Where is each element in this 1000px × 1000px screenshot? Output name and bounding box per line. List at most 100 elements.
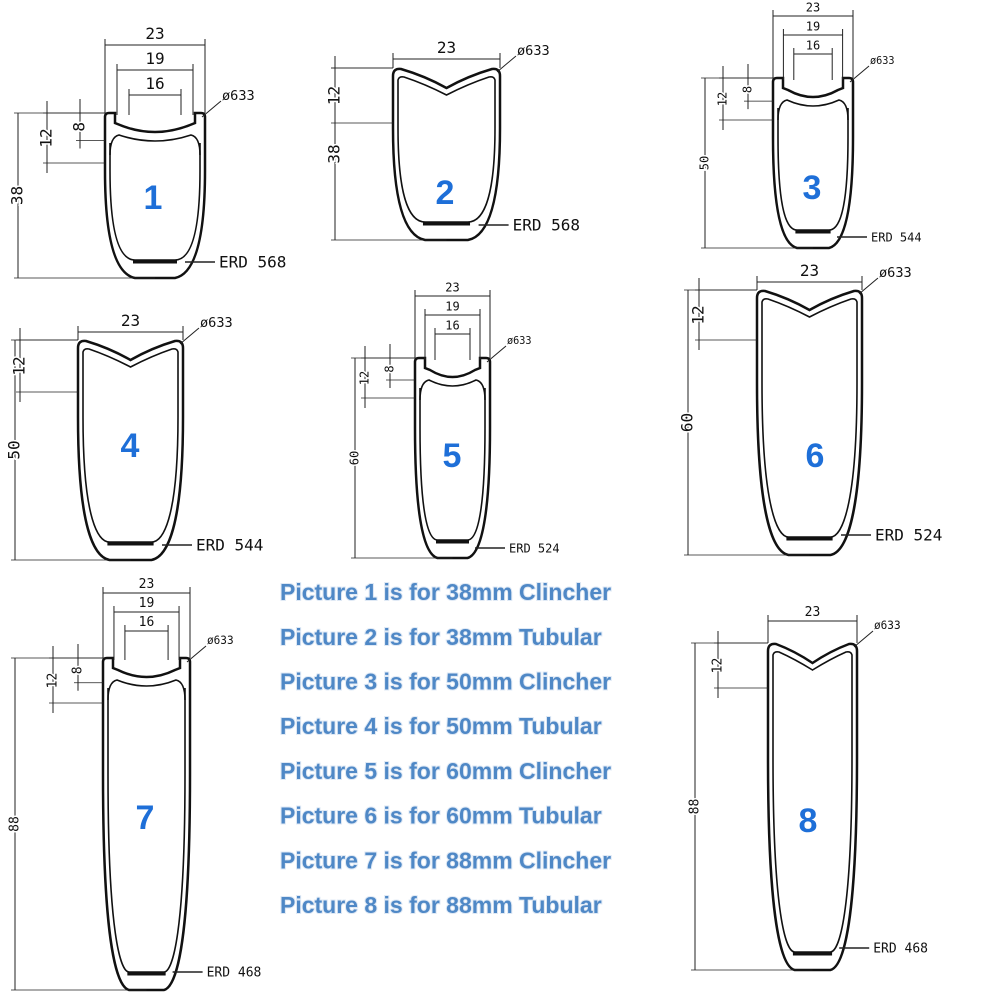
rim-profile: 23 19 16 50 12 8 ø633 ERD 544 3 xyxy=(696,0,923,250)
diameter-label: ø633 xyxy=(870,56,895,67)
width-label: 23 xyxy=(800,261,819,280)
picture-number: 5 xyxy=(443,437,462,475)
legend-line: Picture 8 is for 88mm Tubular xyxy=(280,892,602,918)
depth-label: 60 xyxy=(348,451,362,465)
depth-label: 38 xyxy=(8,186,27,205)
rim-profile: 23 88 12 ø633 ERD 468 8 xyxy=(686,604,929,972)
depth-label: 38 xyxy=(325,144,344,163)
hook-height-label: 12 xyxy=(358,371,372,385)
rim-inner-wall xyxy=(82,348,179,370)
rim-inner-wall xyxy=(761,320,858,538)
diameter-leader xyxy=(858,277,879,295)
width-label: 23 xyxy=(805,605,821,620)
width-label: 23 xyxy=(437,38,456,57)
depth-label: 50 xyxy=(5,440,24,459)
picture-number: 7 xyxy=(136,799,155,837)
rim-inner-wall xyxy=(419,388,486,541)
rim-inner-wall xyxy=(397,98,496,223)
width-label: 23 xyxy=(145,24,164,43)
erd-label: ERD 568 xyxy=(513,216,580,235)
hook-height-label: 12 xyxy=(325,86,344,105)
picture-number: 3 xyxy=(803,169,822,207)
depth-label: 88 xyxy=(8,816,23,832)
diameter-label: ø633 xyxy=(517,43,550,59)
hook-height-label: 12 xyxy=(37,128,56,147)
rim-outline xyxy=(766,642,859,972)
width-label: 23 xyxy=(445,281,459,295)
diameter-leader xyxy=(849,65,870,83)
rim-inner-wall xyxy=(107,679,186,701)
depth-label: 88 xyxy=(688,799,703,815)
bead-height-label: 8 xyxy=(383,365,397,372)
hook-height-label: 12 xyxy=(711,658,726,674)
erd-label: ERD 544 xyxy=(196,536,263,555)
rim-profile: 23 19 16 88 12 8 ø633 ERD 468 7 xyxy=(6,576,263,992)
rim-inner-wall xyxy=(109,134,201,156)
rim-outline xyxy=(101,656,192,992)
diameter-label: ø633 xyxy=(200,315,233,331)
rim-profile: 23 38 12 ø633 ERD 568 2 xyxy=(323,37,582,242)
legend-line: Picture 7 is for 88mm Clincher xyxy=(280,847,611,873)
width-label: 23 xyxy=(806,1,820,15)
diameter-leader xyxy=(201,100,222,118)
rim-outline xyxy=(391,67,502,242)
legend-line: Picture 2 is for 38mm Tubular xyxy=(280,624,602,650)
erd-label: ERD 544 xyxy=(871,231,922,245)
diameter-label: ø633 xyxy=(222,88,255,104)
hook-height-label: 12 xyxy=(689,305,708,324)
rim-profile: 23 19 16 60 12 8 ø633 ERD 524 5 xyxy=(346,279,561,560)
bead-height-label: 8 xyxy=(70,122,89,132)
picture-number: 2 xyxy=(436,174,455,212)
bead-height-label: 8 xyxy=(71,666,86,674)
rim-profile: 23 60 12 ø633 ERD 524 6 xyxy=(676,260,944,557)
hook-height-label: 12 xyxy=(46,673,61,689)
erd-label: ERD 524 xyxy=(875,526,942,545)
diameter-leader xyxy=(496,55,517,73)
rim-outline xyxy=(771,76,855,250)
width-label: 19 xyxy=(445,300,459,314)
diameter-label: ø633 xyxy=(207,634,234,647)
diameter-leader xyxy=(186,645,207,663)
rim-inner-wall xyxy=(777,108,849,231)
diameter-leader xyxy=(179,327,200,345)
hook-height-label: 12 xyxy=(716,92,730,106)
rim-inner-wall xyxy=(82,370,179,543)
legend-line: Picture 3 is for 50mm Clincher xyxy=(280,668,611,694)
width-label: 23 xyxy=(139,577,155,592)
rim-inner-wall xyxy=(109,143,201,261)
picture-number: 1 xyxy=(144,179,163,217)
diameter-label: ø633 xyxy=(874,619,901,632)
width-label: 19 xyxy=(139,596,155,611)
diameter-label: ø633 xyxy=(879,265,912,281)
erd-label: ERD 468 xyxy=(207,966,262,981)
erd-label: ERD 524 xyxy=(509,542,560,556)
width-label: 16 xyxy=(806,39,820,53)
rim-inner-wall xyxy=(772,673,853,953)
bead-height-label: 8 xyxy=(741,86,755,93)
legend-line: Picture 5 is for 60mm Clincher xyxy=(280,758,611,784)
hook-height-label: 12 xyxy=(10,356,29,375)
picture-number: 6 xyxy=(806,437,825,475)
legend-line: Picture 1 is for 38mm Clincher xyxy=(280,579,611,605)
width-label: 19 xyxy=(145,49,164,68)
rim-profile: 23 50 12 ø633 ERD 544 4 xyxy=(3,310,265,562)
width-label: 16 xyxy=(445,319,459,333)
legend-line: Picture 4 is for 50mm Tubular xyxy=(280,713,602,739)
diameter-label: ø633 xyxy=(507,336,532,347)
rim-inner-wall xyxy=(419,379,486,401)
rim-inner-wall xyxy=(761,298,858,320)
width-label: 16 xyxy=(145,74,164,93)
rim-profile: 23 19 16 38 12 8 ø633 ERD 568 1 xyxy=(6,23,288,280)
diameter-leader xyxy=(486,345,507,363)
legend-line: Picture 6 is for 60mm Tubular xyxy=(280,803,602,829)
rim-inner-wall xyxy=(777,99,849,121)
erd-label: ERD 568 xyxy=(219,253,286,272)
picture-number: 4 xyxy=(121,427,140,465)
picture-number: 8 xyxy=(799,802,818,840)
width-label: 19 xyxy=(806,20,820,34)
diameter-leader xyxy=(853,630,874,648)
erd-label: ERD 468 xyxy=(873,942,928,957)
width-label: 23 xyxy=(121,311,140,330)
width-label: 16 xyxy=(139,615,155,630)
